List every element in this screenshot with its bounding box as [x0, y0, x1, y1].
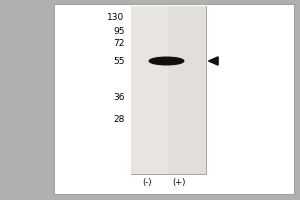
- Text: 95: 95: [113, 26, 124, 36]
- Text: (-): (-): [142, 179, 152, 188]
- Text: 55: 55: [113, 56, 124, 66]
- Bar: [54, 4, 294, 194]
- Text: (+): (+): [172, 179, 185, 188]
- Ellipse shape: [149, 57, 184, 65]
- Polygon shape: [208, 57, 218, 65]
- Bar: [130, 6, 206, 174]
- Text: 36: 36: [113, 94, 124, 102]
- Text: 72: 72: [113, 38, 124, 47]
- Text: 28: 28: [113, 116, 124, 124]
- Bar: [130, 6, 168, 174]
- Text: 130: 130: [107, 14, 124, 22]
- Bar: [168, 6, 206, 174]
